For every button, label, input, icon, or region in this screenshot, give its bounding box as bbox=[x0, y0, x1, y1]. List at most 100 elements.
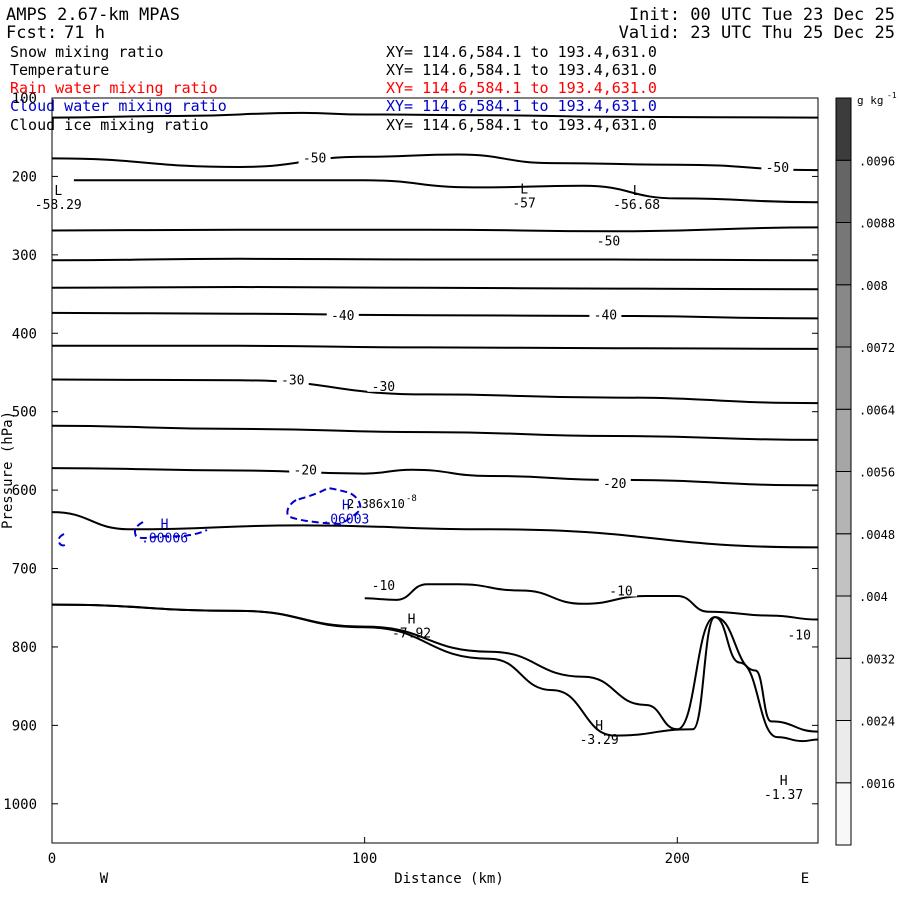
field-xy-rain: XY= 114.6,584.1 to 193.4,631.0 bbox=[386, 79, 657, 97]
x-axis-label: Distance (km) bbox=[394, 871, 504, 887]
extremum-value: -57 bbox=[512, 197, 535, 212]
extremum-marker: H bbox=[780, 774, 788, 789]
colorbar-swatch bbox=[835, 284, 852, 348]
field-xy-cloud-ice: XY= 114.6,584.1 to 193.4,631.0 bbox=[386, 116, 657, 134]
contour-label: -30 bbox=[281, 374, 304, 389]
field-xy-snow: XY= 114.6,584.1 to 193.4,631.0 bbox=[386, 43, 657, 61]
contour-label: -10 bbox=[609, 584, 632, 599]
colorbar-tick-label: .0056 bbox=[859, 466, 895, 480]
contour-label: -30 bbox=[372, 380, 395, 395]
colorbar-swatch bbox=[835, 533, 852, 597]
extremum-marker: H bbox=[595, 719, 603, 734]
extremum-value: -56.68 bbox=[613, 198, 660, 213]
temperature-contour-line bbox=[364, 583, 819, 621]
colorbar: .0016 .0024 .0032 .004 .0048 .0056 .0064 .0072.… bbox=[835, 97, 895, 846]
valid-time: Valid: 23 UTC Thu 25 Dec 25 bbox=[619, 23, 895, 43]
field-name-cloud-water: Cloud water mixing ratio bbox=[10, 97, 227, 115]
contour-labels: -50-50-50-40 -40-30 -30-20-20-10 -10-10L-58… bbox=[35, 149, 816, 803]
extremum-value: .00006 bbox=[141, 531, 188, 546]
contour-label-background bbox=[605, 582, 638, 597]
extremum-marker: H bbox=[342, 499, 350, 514]
temperature-contour-line bbox=[52, 344, 819, 350]
extremum-value: -7.92 bbox=[392, 626, 431, 641]
field-name-cloud-ice: Cloud ice mixing ratio bbox=[10, 116, 209, 134]
colorbar-swatch bbox=[835, 159, 852, 223]
colorbar-tick-label: .0064 bbox=[859, 403, 895, 417]
x-tick-label: 0 bbox=[48, 851, 56, 867]
y-tick-label: 1000 bbox=[3, 797, 37, 813]
colorbar-swatch bbox=[835, 97, 852, 161]
cloud-water-region-west bbox=[133, 521, 208, 539]
contour-label: -40 bbox=[331, 309, 354, 324]
contour-label-background bbox=[783, 626, 816, 641]
forecast-hours: 71 h bbox=[64, 23, 105, 43]
contour-label-background bbox=[592, 232, 625, 247]
colorbar-swatch bbox=[835, 222, 852, 286]
temperature-contour-line bbox=[51, 378, 819, 405]
colorbar-swatch bbox=[835, 346, 852, 410]
temperature-contour-line bbox=[51, 285, 819, 291]
contour-label-background bbox=[589, 306, 622, 321]
contour-label-background bbox=[289, 461, 322, 476]
colorbar-unit-exponent: -1 bbox=[887, 91, 897, 100]
temperature-contour-line bbox=[73, 179, 819, 204]
temperature-contours bbox=[51, 111, 819, 743]
colorbar-tick-label: .0088 bbox=[859, 217, 895, 231]
field-name-snow: Snow mixing ratio bbox=[10, 43, 164, 61]
colorbar-tick-label: .0032 bbox=[859, 652, 895, 666]
colorbar-swatch bbox=[835, 720, 852, 784]
contour-label: -10 bbox=[787, 628, 810, 643]
contour-label-background bbox=[276, 371, 309, 386]
cloud-water-region-edge bbox=[57, 533, 67, 547]
east-label: E bbox=[801, 871, 809, 887]
contour-label-background bbox=[326, 307, 359, 322]
contour-label-background bbox=[298, 149, 331, 164]
temperature-contour-line bbox=[51, 311, 819, 320]
colorbar-tick-label: .008 bbox=[859, 279, 888, 293]
colorbar-tick-label: .0072 bbox=[859, 341, 895, 355]
x-tick-label: 200 bbox=[665, 851, 690, 867]
colorbar-swatch bbox=[835, 595, 852, 659]
colorbar-swatch bbox=[835, 657, 852, 721]
y-axis-label: Pressure (hPa) bbox=[0, 411, 16, 529]
extremum-marker: L bbox=[54, 184, 62, 199]
temperature-contour-line bbox=[51, 226, 819, 233]
extremum-value: -1.37 bbox=[764, 788, 803, 803]
extremum-value: -58.29 bbox=[35, 198, 82, 213]
field-xy-temperature: XY= 114.6,584.1 to 193.4,631.0 bbox=[386, 61, 657, 79]
contour-label: -10 bbox=[372, 579, 395, 594]
extremum-marker: L bbox=[633, 184, 641, 199]
contour-label-background bbox=[761, 159, 794, 174]
colorbar-swatch bbox=[835, 408, 852, 472]
cloud-water-annotation: 2.386x10 bbox=[347, 497, 405, 511]
field-legend: Snow mixing ratio XY= 114.6,584.1 to 193… bbox=[10, 43, 657, 134]
init-time: Init: 00 UTC Tue 23 Dec 25 bbox=[629, 5, 895, 25]
forecast-label: Fcst: bbox=[6, 23, 57, 43]
contour-label: -50 bbox=[597, 235, 620, 250]
contour-label: -50 bbox=[303, 152, 326, 167]
colorbar-tick-label: .0048 bbox=[859, 528, 895, 542]
field-xy-cloud-water: XY= 114.6,584.1 to 193.4,631.0 bbox=[386, 97, 657, 115]
colorbar-unit: g kg bbox=[857, 94, 884, 107]
colorbar-swatch bbox=[835, 782, 852, 846]
y-tick-label: 400 bbox=[12, 326, 37, 342]
temperature-contour-line bbox=[51, 257, 819, 262]
temperature-contour-line bbox=[51, 111, 819, 119]
west-label: W bbox=[100, 871, 109, 887]
y-tick-label: 200 bbox=[12, 169, 37, 185]
temperature-contour-line bbox=[51, 424, 819, 441]
extremum-marker: L bbox=[520, 183, 528, 198]
temperature-contour-line bbox=[51, 467, 819, 487]
temperature-contour-line bbox=[51, 511, 819, 549]
y-tick-label: 800 bbox=[12, 640, 37, 656]
contour-label: -50 bbox=[766, 161, 789, 176]
axis-ticks: 100 200 300 400 500 600 700 800 900 1000 0 100 200 bbox=[3, 91, 818, 867]
y-tick-label: 700 bbox=[12, 562, 37, 578]
colorbar-tick-label: .0024 bbox=[859, 715, 895, 729]
x-tick-label: 100 bbox=[352, 851, 377, 867]
extremum-value: -3.29 bbox=[580, 733, 619, 748]
contour-label-background bbox=[367, 576, 400, 591]
field-name-temperature: Temperature bbox=[10, 61, 109, 79]
contour-label: -20 bbox=[603, 477, 626, 492]
